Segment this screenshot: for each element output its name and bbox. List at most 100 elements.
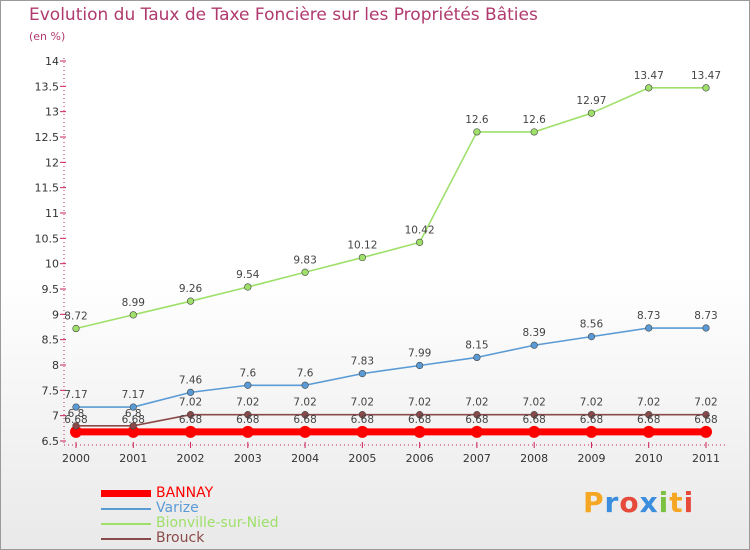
data-label: 7.02 — [408, 397, 431, 409]
data-point — [72, 403, 80, 411]
data-point — [244, 411, 252, 419]
legend-label: Brouck — [156, 530, 205, 546]
data-point — [645, 84, 653, 92]
data-label: 6.68 — [465, 414, 488, 426]
series-brouck — [72, 411, 710, 430]
data-label: 8.73 — [637, 310, 660, 322]
data-point — [301, 268, 309, 276]
data-label: 7.6 — [297, 367, 314, 379]
data-point — [413, 425, 426, 438]
data-label: 9.26 — [179, 283, 203, 295]
legend-label: Bionville-sur-Nied — [156, 515, 279, 531]
data-label: 6.8 — [125, 408, 142, 420]
data-point — [301, 381, 309, 389]
data-point — [645, 324, 653, 332]
data-label: 6.68 — [64, 414, 87, 426]
series-bionville-sur-nied — [72, 84, 710, 333]
data-label: 7.02 — [522, 397, 545, 409]
legend-swatch — [101, 490, 151, 497]
data-label: 7.02 — [637, 397, 660, 409]
logo-letter: t — [669, 486, 684, 519]
data-point — [587, 411, 596, 419]
data-point — [186, 297, 195, 305]
data-point — [530, 128, 538, 136]
data-label: 7.17 — [64, 389, 87, 401]
x-tick-label: 2010 — [635, 452, 663, 465]
legend-swatch — [101, 538, 151, 540]
legend-swatch — [101, 508, 151, 510]
data-label: 12.6 — [465, 114, 489, 126]
y-tick-label: 12.5 — [35, 131, 60, 144]
data-point — [585, 425, 598, 438]
data-label: 13.47 — [634, 70, 664, 82]
data-label: 7.83 — [351, 356, 374, 368]
data-point — [642, 425, 655, 438]
data-label: 6.68 — [580, 414, 603, 426]
y-tick-label: 13 — [45, 106, 59, 119]
x-tick-label: 2006 — [406, 452, 434, 465]
data-label: 6.68 — [408, 414, 431, 426]
x-tick-label: 2001 — [119, 452, 147, 465]
data-label: 8.15 — [465, 339, 488, 351]
data-point — [700, 425, 712, 438]
y-axis-unit-label: (en %) — [29, 30, 66, 43]
x-tick-label: 2000 — [62, 452, 90, 465]
series-layer — [70, 84, 712, 438]
logo-letter: o — [619, 486, 640, 519]
y-tick-label: 7 — [52, 410, 59, 423]
data-label: 7.02 — [351, 397, 374, 409]
data-point — [301, 411, 309, 419]
data-point — [473, 128, 481, 136]
x-tick-label: 2003 — [234, 452, 262, 465]
x-tick-label: 2007 — [463, 452, 491, 465]
data-label: 7.02 — [694, 397, 717, 409]
x-tick-label: 2011 — [692, 452, 720, 465]
data-label: 7.99 — [408, 348, 431, 360]
data-point — [702, 324, 710, 332]
data-label: 6.68 — [694, 414, 717, 426]
data-label: 7.02 — [465, 397, 488, 409]
y-tick-label: 12 — [45, 156, 59, 169]
data-point — [473, 353, 481, 362]
x-tick-label: 2004 — [291, 452, 319, 465]
legend-swatch — [101, 523, 151, 525]
logo-letter: r — [604, 486, 620, 519]
y-tick-label: 10 — [45, 258, 59, 271]
data-label: 6.68 — [522, 414, 545, 426]
x-tick-label: 2005 — [348, 452, 376, 465]
data-label: 7.02 — [293, 397, 316, 409]
data-point — [129, 422, 137, 430]
data-label: 7.6 — [239, 367, 256, 379]
data-label: 6.68 — [351, 414, 374, 426]
data-point — [416, 361, 424, 370]
x-tick-label: 2009 — [577, 452, 605, 465]
series-line — [75, 87, 706, 330]
series-varize — [72, 324, 710, 411]
data-label: 9.54 — [236, 269, 260, 281]
data-label: 8.56 — [580, 319, 604, 331]
data-point — [530, 411, 538, 419]
data-point — [72, 324, 80, 333]
data-label: 6.68 — [179, 414, 202, 426]
y-tick-label: 7.5 — [42, 384, 60, 397]
data-label: 10.42 — [405, 224, 435, 236]
data-label: 7.02 — [580, 397, 603, 409]
data-point — [244, 381, 252, 389]
data-point — [358, 253, 366, 262]
series-line — [76, 413, 706, 427]
series-line — [76, 327, 706, 408]
x-tick-label: 2008 — [520, 452, 548, 465]
data-point — [530, 341, 538, 349]
data-point — [358, 370, 366, 378]
y-tick-label: 13.5 — [35, 80, 60, 93]
data-point — [129, 403, 137, 411]
data-label: 6.68 — [293, 414, 316, 426]
data-point — [528, 425, 541, 438]
data-label: 6.68 — [122, 414, 145, 426]
data-label: 12.6 — [522, 114, 546, 126]
y-tick-label: 6.5 — [42, 435, 60, 448]
data-label: 6.8 — [68, 408, 85, 420]
data-label: 7.02 — [179, 397, 202, 409]
data-label: 12.97 — [576, 95, 606, 107]
